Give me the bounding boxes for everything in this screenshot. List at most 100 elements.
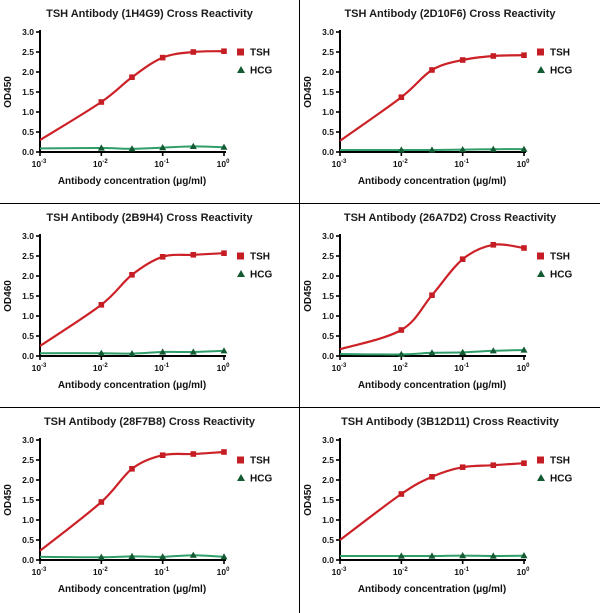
- legend-label-tsh: TSH: [550, 456, 570, 467]
- x-tick-label: 10-3: [332, 159, 347, 169]
- x-tick-label: 10-3: [32, 159, 47, 169]
- data-point-square: [521, 52, 527, 58]
- chart-panel-3b12d11: TSH Antibody (3B12D11) Cross Reactivity …: [300, 408, 600, 613]
- x-axis-label: Antibody concentration (μg/ml): [358, 176, 506, 187]
- x-ticks: 10-3 10-2 10-1 100: [32, 356, 230, 373]
- hcg-curve: [39, 145, 225, 150]
- data-point-square: [190, 252, 197, 258]
- legend-marker-hcg: [537, 66, 545, 73]
- y-tick-label: 1.5: [322, 495, 334, 505]
- y-tick-label: 3.0: [322, 435, 334, 445]
- legend: TSH HCG: [537, 456, 572, 485]
- data-point-square: [221, 250, 227, 256]
- legend-label-hcg: HCG: [250, 270, 272, 281]
- y-tick-label: 0.0: [322, 351, 334, 361]
- x-tick-label: 10-1: [154, 159, 169, 169]
- legend-marker-tsh: [537, 456, 544, 464]
- x-tick-label: 10-3: [32, 363, 47, 373]
- y-tick-label: 0.0: [22, 555, 34, 565]
- data-point-square: [190, 49, 197, 55]
- x-ticks: 10-3 10-2 10-1 100: [332, 356, 530, 373]
- data-point-square: [98, 302, 105, 308]
- y-tick-label: 3.0: [322, 231, 334, 241]
- y-ticks: 0.0 0.5 1.0 1.5 2.0 2.5 3.0: [22, 231, 40, 361]
- legend-label-tsh: TSH: [250, 48, 270, 59]
- x-axis-label: Antibody concentration (μg/ml): [358, 380, 506, 391]
- data-point-square: [459, 464, 466, 470]
- y-tick-label: 1.5: [22, 291, 34, 301]
- data-point-triangle: [97, 349, 105, 356]
- data-point-triangle: [489, 145, 497, 152]
- x-tick-label: 10-2: [93, 363, 108, 373]
- y-tick-label: 1.5: [22, 87, 34, 97]
- data-point-triangle: [128, 552, 136, 559]
- y-tick-label: 0.0: [22, 147, 34, 157]
- y-tick-label: 2.5: [22, 455, 34, 465]
- axes: [39, 30, 226, 153]
- data-point-square: [521, 245, 527, 251]
- chart-title: TSH Antibody (2B9H4) Cross Reactivity: [46, 212, 253, 224]
- x-ticks: 10-3 10-2 10-1 100: [332, 560, 530, 577]
- y-tick-label: 2.0: [22, 271, 34, 281]
- y-axis-label: OD450: [3, 484, 14, 516]
- data-point-square: [221, 48, 227, 54]
- chart-panel-2b9h4: TSH Antibody (2B9H4) Cross Reactivity 0.…: [0, 204, 300, 408]
- x-tick-label: 10-1: [154, 567, 169, 577]
- x-tick-label: 10-2: [393, 159, 408, 169]
- legend-marker-hcg: [237, 270, 245, 277]
- data-point-triangle: [220, 553, 228, 560]
- legend: TSH HCG: [537, 252, 572, 281]
- data-point-triangle: [159, 144, 167, 151]
- x-tick-label: 100: [217, 159, 230, 169]
- legend-marker-tsh: [237, 252, 244, 260]
- x-tick-label: 10-2: [393, 567, 408, 577]
- x-ticks: 10-3 10-2 10-1 100: [32, 560, 230, 577]
- data-point-triangle: [489, 552, 497, 559]
- hcg-curve: [39, 349, 225, 355]
- tsh-markers: [98, 449, 227, 505]
- x-axis-label: Antibody concentration (μg/ml): [58, 380, 206, 391]
- chart-plot: 0.0 0.5 1.0 1.5 2.0 2.5 3.0 10-3 10-2 10-1 100 Anti…: [303, 231, 572, 391]
- data-point-triangle: [397, 146, 405, 153]
- chart-plot: 0.0 0.5 1.0 1.5 2.0 2.5 3.0 10-3 10-2 10-1 100 Anti…: [3, 435, 272, 595]
- tsh-markers: [398, 242, 527, 333]
- legend-marker-tsh: [537, 48, 544, 56]
- legend-marker-tsh: [237, 456, 244, 464]
- legend-label-tsh: TSH: [550, 48, 570, 59]
- y-tick-label: 2.5: [22, 251, 34, 261]
- legend-marker-tsh: [237, 48, 244, 56]
- chart-plot: 0.0 0.5 1.0 1.5 2.0 2.5 3.0 10-3 10-2 10-1 100 Anti…: [3, 27, 272, 187]
- y-axis-label: OD450: [3, 76, 14, 108]
- y-tick-label: 2.0: [22, 67, 34, 77]
- y-tick-label: 0.0: [22, 351, 34, 361]
- tsh-markers: [398, 460, 527, 497]
- data-point-square: [429, 292, 435, 298]
- y-tick-label: 2.5: [322, 251, 334, 261]
- data-point-square: [398, 94, 405, 100]
- data-point-square: [98, 99, 105, 105]
- tsh-markers: [98, 48, 227, 105]
- chart-title: TSH Antibody (1H4G9) Cross Reactivity: [46, 8, 253, 20]
- data-point-square: [429, 474, 435, 480]
- x-tick-label: 10-1: [454, 363, 469, 373]
- hcg-markers: [97, 551, 228, 560]
- data-point-triangle: [459, 552, 467, 559]
- data-point-square: [98, 499, 105, 505]
- y-tick-label: 2.0: [322, 475, 334, 485]
- y-tick-label: 1.0: [322, 515, 334, 525]
- data-point-square: [459, 256, 466, 262]
- data-point-triangle: [397, 552, 405, 559]
- data-point-triangle: [520, 145, 528, 152]
- data-point-triangle: [97, 553, 105, 560]
- y-tick-label: 1.5: [22, 495, 34, 505]
- x-tick-label: 100: [517, 159, 530, 169]
- data-point-triangle: [128, 145, 136, 152]
- y-tick-label: 3.0: [322, 27, 334, 37]
- hcg-curve: [339, 349, 525, 356]
- y-tick-label: 3.0: [22, 435, 34, 445]
- legend-label-tsh: TSH: [250, 252, 270, 263]
- y-tick-label: 0.5: [22, 535, 34, 545]
- chart-title: TSH Antibody (28F7B8) Cross Reactivity: [43, 416, 256, 428]
- data-point-triangle: [220, 143, 228, 150]
